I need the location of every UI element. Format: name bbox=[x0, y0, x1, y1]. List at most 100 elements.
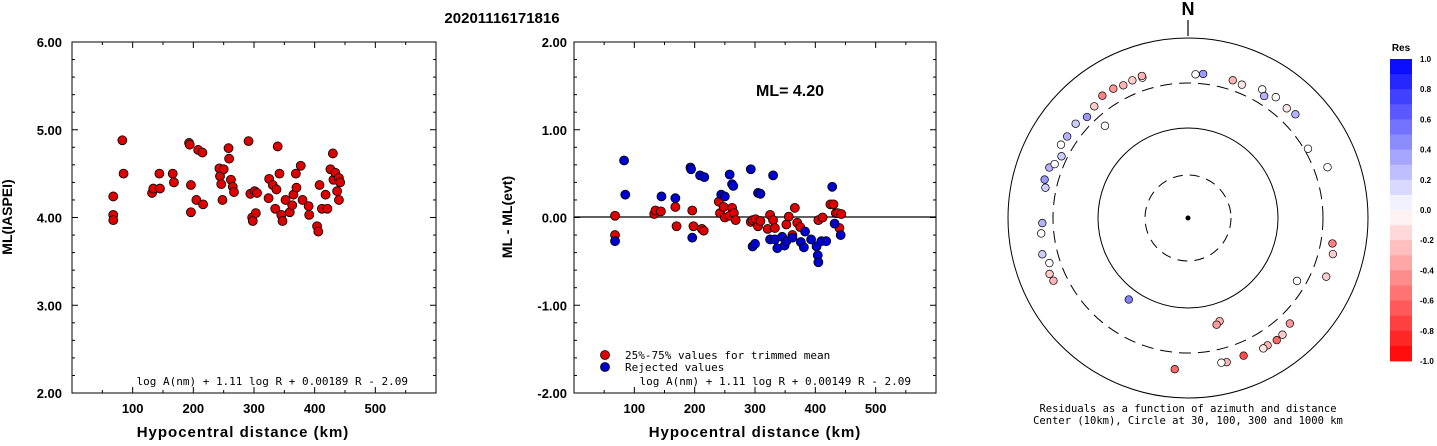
data-point bbox=[155, 183, 165, 194]
colorbar-tick-label: 0.6 bbox=[1420, 115, 1432, 124]
residual-point bbox=[1038, 218, 1047, 228]
residual-point bbox=[1212, 320, 1221, 329]
rejected-point bbox=[787, 232, 798, 243]
ml-residual-plot: 100 200 300 400 500 -2.00 -1.00 0.00 1.00 2.00 M… bbox=[499, 35, 937, 441]
data-point bbox=[224, 153, 235, 164]
colorbar-tick-label: 0.0 bbox=[1420, 206, 1432, 215]
colorbar-cell bbox=[1390, 285, 1412, 301]
outer-circle-1000km bbox=[1007, 37, 1369, 399]
residual-point bbox=[1259, 344, 1268, 353]
rejected-point bbox=[750, 238, 760, 249]
azimuth-residual-plot: N Residuals as a function of azimuth and… bbox=[1007, 0, 1369, 427]
colorbar-cell bbox=[1390, 330, 1412, 347]
residual-point bbox=[1260, 91, 1269, 101]
polar-caption-line1: Residuals as a function of azimuth and d… bbox=[1039, 403, 1336, 415]
residual-point bbox=[1119, 81, 1128, 90]
residual-point bbox=[1090, 102, 1099, 111]
rejected-point bbox=[719, 191, 730, 202]
trimmed-point bbox=[789, 202, 800, 213]
rejected-point bbox=[724, 169, 735, 180]
data-point bbox=[291, 182, 302, 193]
data-point bbox=[280, 195, 291, 205]
trimmed-point bbox=[730, 215, 741, 226]
trimmed-point bbox=[655, 206, 666, 217]
colorbar-tick-label: -0.4 bbox=[1420, 266, 1434, 275]
rejected-point bbox=[699, 172, 710, 183]
residual-point bbox=[1128, 76, 1137, 85]
mid-plot-formula: log A(nm) + 1.11 log R + 0.00149 R - 2.0… bbox=[639, 375, 911, 388]
residual-point bbox=[1109, 84, 1118, 93]
rejected-point bbox=[686, 164, 696, 175]
colorbar-cell bbox=[1390, 119, 1412, 135]
colorbar-ticks: 1.0 0.8 0.6 0.4 0.2 0.0 -0.2 -0.4 -0.6 -0.8 -1.0 bbox=[1420, 55, 1434, 366]
residual-point bbox=[1328, 239, 1337, 248]
data-point bbox=[154, 168, 165, 179]
residual-point bbox=[1291, 110, 1300, 119]
data-point bbox=[184, 139, 195, 150]
rejected-point bbox=[619, 155, 629, 166]
colorbar-cell bbox=[1390, 240, 1412, 256]
residual-point bbox=[1038, 250, 1047, 259]
trimmed-point bbox=[698, 225, 709, 236]
legend-trimmed-label: 25%-75% values for trimmed mean bbox=[625, 349, 830, 362]
data-point bbox=[217, 195, 228, 205]
trimmed-point bbox=[770, 223, 780, 233]
residual-point bbox=[1292, 276, 1302, 286]
colorbar-cell bbox=[1390, 164, 1412, 181]
circle-30km bbox=[1144, 174, 1232, 262]
rejected-point bbox=[620, 189, 631, 200]
colorbar-cell bbox=[1390, 179, 1412, 196]
data-point bbox=[197, 147, 208, 158]
data-point bbox=[272, 141, 283, 152]
data-point bbox=[108, 191, 119, 202]
residual-point bbox=[1322, 272, 1331, 281]
left-x-tick-label: 500 bbox=[364, 401, 386, 416]
ml-iaspei-plot: 100 200 300 400 500 2.00 3.00 4.00 5.00 6.00 log… bbox=[0, 35, 437, 441]
data-point bbox=[216, 179, 227, 190]
colorbar-tick-label: 0.2 bbox=[1420, 176, 1432, 185]
left-y-tick-label: 3.00 bbox=[37, 298, 62, 313]
data-point bbox=[320, 189, 331, 200]
left-x-ticks: 100 200 300 400 500 bbox=[101, 42, 407, 416]
trimmed-point bbox=[755, 216, 766, 226]
data-point bbox=[263, 193, 274, 204]
colorbar-cell bbox=[1390, 255, 1412, 271]
residual-colorbar: Res 1.0 0.8 0.6 0.4 0.2 0.0 -0.2 -0.4 -0.6 -0.8 -1… bbox=[1390, 43, 1434, 366]
data-point bbox=[314, 180, 325, 190]
trimmed-point bbox=[768, 215, 778, 226]
data-point bbox=[277, 216, 288, 226]
mid-scatter-points bbox=[610, 155, 847, 268]
data-point bbox=[118, 168, 129, 179]
colorbar-cell bbox=[1390, 270, 1412, 286]
rejected-point bbox=[755, 188, 766, 199]
data-point bbox=[295, 160, 306, 171]
left-y-ticks: 2.00 3.00 4.00 5.00 6.00 bbox=[37, 35, 436, 401]
residual-point bbox=[1272, 335, 1281, 345]
residual-point bbox=[1057, 152, 1066, 161]
mid-y-ticks: -2.00 -1.00 0.00 1.00 2.00 bbox=[537, 35, 936, 401]
trimmed-point bbox=[783, 211, 794, 222]
rejected-point bbox=[687, 232, 698, 243]
rejected-point bbox=[806, 234, 817, 245]
legend-trimmed-marker bbox=[600, 350, 610, 360]
rejected-point bbox=[670, 193, 681, 204]
colorbar-cell bbox=[1390, 149, 1412, 166]
left-plot-formula: log A(nm) + 1.11 log R + 0.00189 R - 2.0… bbox=[136, 375, 408, 388]
left-y-axis-label: ML(IASPEI) bbox=[0, 179, 15, 254]
residual-point bbox=[1049, 276, 1058, 285]
mid-y-axis-label: ML - ML(evt) bbox=[499, 176, 515, 258]
left-y-tick-label: 4.00 bbox=[37, 211, 62, 226]
left-y-tick-label: 5.00 bbox=[37, 123, 62, 138]
colorbar-tick-label: 0.8 bbox=[1420, 85, 1432, 94]
residual-point bbox=[1285, 319, 1295, 328]
data-point bbox=[108, 215, 119, 226]
data-point bbox=[303, 201, 314, 211]
data-point bbox=[322, 203, 333, 214]
residual-point bbox=[1082, 112, 1092, 122]
trimmed-point bbox=[671, 221, 682, 232]
residual-point bbox=[1124, 295, 1133, 304]
ml-value-label: ML= 4.20 bbox=[756, 83, 824, 100]
colorbar-tick-label: -0.6 bbox=[1420, 297, 1434, 306]
circle-300km bbox=[1052, 82, 1324, 354]
